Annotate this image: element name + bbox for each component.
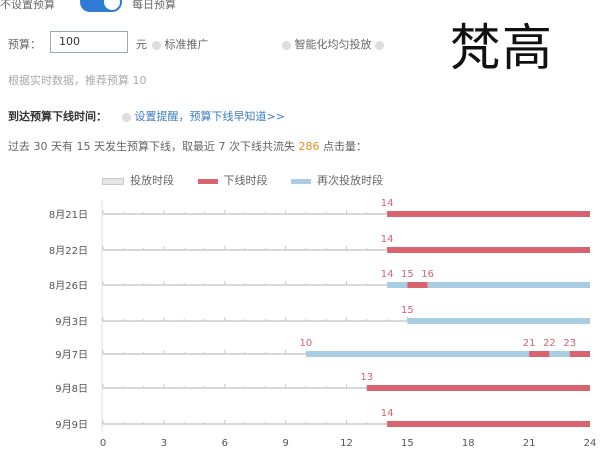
row-label: 9月3日 [55,316,88,328]
info-icon [122,112,131,122]
watermark: 梵高 [450,19,554,77]
mark-label: 13 [360,372,373,383]
offline-time-link[interactable]: 设置提醒，预算下线早知道>> [122,108,285,124]
offline-time-label: 到达预算下线时间： [8,110,107,123]
segment-offline [407,282,428,288]
legend-label: 下线时段 [223,174,268,187]
segment-offline [387,421,590,427]
x-tick-label: 24 [584,438,597,449]
budget-unit: 元 [136,38,147,51]
segment-offline [366,385,590,391]
x-tick-label: 18 [462,438,475,449]
row-label: 8月21日 [49,209,88,221]
row-label: 8月26日 [49,280,88,292]
mark-label: 15 [401,305,414,316]
mark-label: 10 [300,338,313,349]
legend-active: 投放时段 [102,174,174,187]
legend: 投放时段 下线时段 再次投放时段 [102,172,383,188]
mark-label: 14 [381,408,394,419]
segment-offline [387,247,590,253]
lost-clicks: 286 [298,140,320,153]
x-tick-label: 6 [222,438,228,449]
row-label: 8月22日 [49,245,88,257]
segment-resumed [427,282,590,288]
x-tick-label: 3 [161,438,167,449]
mark-label: 14 [381,198,394,209]
legend-resumed: 再次投放时段 [291,174,383,187]
x-tick-label: 15 [401,438,414,449]
summary-text: 过去 30 天有 15 天发生预算下线，取最近 7 次下线共流失 286 点击量… [8,138,367,154]
x-tick-label: 12 [340,438,353,449]
row-label: 9月8日 [55,383,88,395]
radio-icon [282,40,291,50]
budget-input[interactable]: 100 [50,31,128,53]
segment-resumed [305,351,530,357]
segment-offline [387,211,590,217]
toggle-knob [104,0,120,10]
mark-label: 14 [381,234,394,245]
no-budget-label: 不设置预算 [0,0,55,11]
reminder-link[interactable]: 设置提醒，预算下线早知道>> [134,110,285,123]
radio-icon [152,40,161,50]
smart-label: 智能化均匀投放 [294,38,372,51]
summary-prefix: 过去 30 天有 15 天发生预算下线，取最近 7 次下线共流失 [8,140,299,153]
legend-label: 投放时段 [130,174,174,187]
mark-label: 21 [523,338,536,349]
budget-label: 预算： [8,38,41,51]
radio-standard[interactable]: 标准推广 [152,36,209,52]
mark-label: 23 [563,338,576,349]
mark-label: 16 [421,269,434,280]
segment-offline [569,351,590,357]
info-icon[interactable] [375,40,384,50]
x-tick-label: 9 [282,438,288,449]
x-tick-label: 21 [523,438,536,449]
legend-swatch [197,178,218,184]
radio-smart[interactable]: 智能化均匀投放 [282,36,384,52]
segment-offline [529,351,550,357]
budget-toggle[interactable] [80,0,122,12]
legend-swatch [102,177,124,185]
recommend-text: 根据实时数据，推荐预算 10 [8,74,147,87]
standard-label: 标准推广 [164,38,209,51]
summary-suffix: 点击量： [319,140,367,153]
legend-swatch [291,178,311,184]
legend-offline: 下线时段 [197,174,268,187]
mark-label: 22 [543,338,556,349]
legend-label: 再次投放时段 [317,174,383,187]
mark-label: 15 [401,269,414,280]
row-label: 9月9日 [55,419,88,431]
segment-resumed [407,318,590,324]
daily-budget-label: 每日预算 [132,0,176,11]
segment-resumed [549,351,570,357]
mark-label: 14 [381,269,394,280]
row-label: 9月7日 [55,349,88,361]
segment-resumed [387,282,408,288]
x-tick-label: 0 [100,438,106,449]
